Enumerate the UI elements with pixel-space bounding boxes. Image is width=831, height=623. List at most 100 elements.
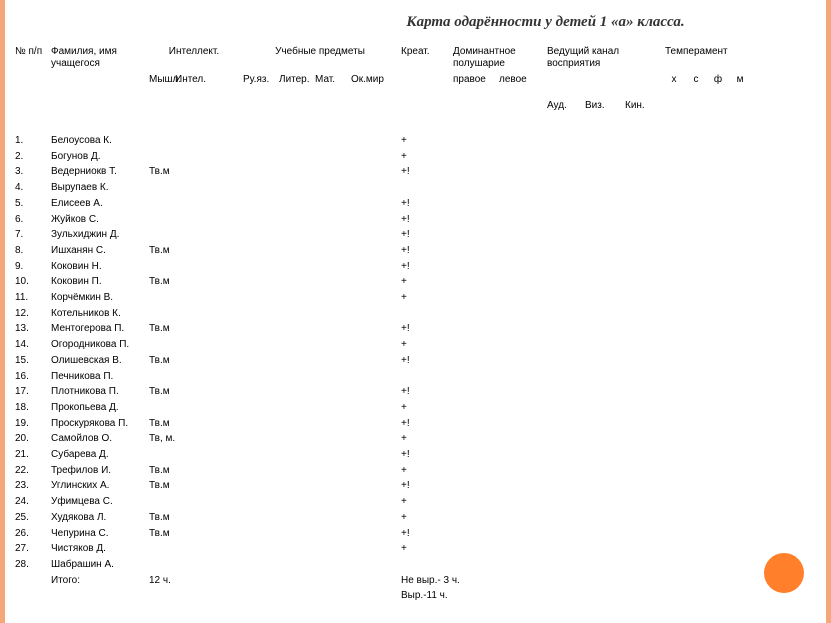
cell-subjects (241, 274, 399, 290)
cell-intel: Тв.м (147, 463, 241, 479)
cell-dominant (451, 416, 545, 432)
cell-creat: +! (399, 353, 451, 369)
cell-dominant (451, 259, 545, 275)
cell-dominant (451, 149, 545, 165)
cell-temperament (623, 259, 711, 275)
table-row: 3.Ведерниокв Т.Тв.м+! (13, 164, 818, 180)
cell-intel (147, 196, 241, 212)
cell-creat: +! (399, 243, 451, 259)
cell-temperament (623, 478, 711, 494)
cell-creat: +! (399, 416, 451, 432)
cell-channel (545, 416, 623, 432)
cell-creat (399, 369, 451, 385)
cell-intel: Тв.м (147, 510, 241, 526)
cell-subjects (241, 212, 399, 228)
cell-creat: +! (399, 164, 451, 180)
cell-intel: Тв.м (147, 478, 241, 494)
cell-no: 3. (13, 164, 49, 180)
accent-dot (764, 553, 804, 593)
cell-dominant (451, 243, 545, 259)
cell-dominant (451, 463, 545, 479)
cell-subjects (241, 290, 399, 306)
cell-channel (545, 164, 623, 180)
table-row: 26.Чепурина С.Тв.м+! (13, 526, 818, 542)
cell-temperament (623, 463, 711, 479)
cell-no: 21. (13, 447, 49, 463)
cell-channel (545, 447, 623, 463)
cell-dominant (451, 447, 545, 463)
cell-temperament (623, 447, 711, 463)
totals-row: Итого: 12 ч. Не выр.- 3 ч. (13, 573, 818, 589)
cell-temperament (623, 557, 711, 573)
cell-no: 19. (13, 416, 49, 432)
cell-dominant (451, 212, 545, 228)
col-creat: Креат. (399, 45, 451, 73)
cell-intel: Тв.м (147, 243, 241, 259)
cell-dominant (451, 369, 545, 385)
cell-subjects (241, 463, 399, 479)
col-name: Фамилия, имя учащегося (49, 45, 147, 73)
cell-intel: Тв.м (147, 164, 241, 180)
cell-no: 25. (13, 510, 49, 526)
cell-intel (147, 259, 241, 275)
col-dominant: Доминантное полушарие (451, 45, 545, 73)
table-row: 11.Корчёмкин В.+ (13, 290, 818, 306)
table-row: 8.Ишханян С.Тв.м+! (13, 243, 818, 259)
cell-subjects (241, 149, 399, 165)
cell-name: Корчёмкин В. (49, 290, 147, 306)
cell-name: Котельников К. (49, 306, 147, 322)
cell-temperament (623, 149, 711, 165)
data-table: № п/п Фамилия, имя учащегося Интеллект. … (13, 45, 818, 604)
cell-creat: + (399, 541, 451, 557)
cell-no: 5. (13, 196, 49, 212)
sub-kin: Кин. (623, 99, 663, 127)
sub-intel: Интел. (173, 73, 241, 89)
cell-intel (147, 180, 241, 196)
cell-creat: + (399, 337, 451, 353)
totals-creat-2: Выр.-11 ч. (399, 588, 451, 604)
cell-subjects (241, 353, 399, 369)
cell-temperament (623, 227, 711, 243)
cell-subjects (241, 526, 399, 542)
cell-intel: Тв.м (147, 321, 241, 337)
cell-dominant (451, 353, 545, 369)
cell-intel: Тв.м (147, 353, 241, 369)
cell-name: Самойлов О. (49, 431, 147, 447)
cell-no: 24. (13, 494, 49, 510)
cell-temperament (623, 180, 711, 196)
cell-creat: +! (399, 227, 451, 243)
cell-temperament (623, 431, 711, 447)
cell-intel (147, 369, 241, 385)
cell-name: Уфимцева С. (49, 494, 147, 510)
cell-intel: Тв.м (147, 526, 241, 542)
cell-no: 18. (13, 400, 49, 416)
cell-intel (147, 306, 241, 322)
cell-subjects (241, 321, 399, 337)
cell-name: Коковин П. (49, 274, 147, 290)
cell-intel: Тв.м (147, 274, 241, 290)
cell-subjects (241, 306, 399, 322)
cell-subjects (241, 180, 399, 196)
cell-name: Плотникова П. (49, 384, 147, 400)
cell-creat: +! (399, 321, 451, 337)
table-row: 12.Котельников К. (13, 306, 818, 322)
cell-creat: +! (399, 259, 451, 275)
cell-temperament (623, 353, 711, 369)
cell-intel (147, 227, 241, 243)
cell-creat (399, 557, 451, 573)
cell-creat: +! (399, 212, 451, 228)
cell-name: Елисеев А. (49, 196, 147, 212)
cell-name: Чистяков Д. (49, 541, 147, 557)
cell-channel (545, 541, 623, 557)
cell-dominant (451, 274, 545, 290)
cell-temperament (623, 274, 711, 290)
slide: Карта одарённости у детей 1 «а» класса. … (0, 0, 831, 623)
cell-name: Чепурина С. (49, 526, 147, 542)
cell-temperament (623, 212, 711, 228)
cell-creat: + (399, 400, 451, 416)
table-row: 20.Самойлов О.Тв, м.+ (13, 431, 818, 447)
cell-subjects (241, 541, 399, 557)
cell-no: 10. (13, 274, 49, 290)
table-row: 9.Коковин Н.+! (13, 259, 818, 275)
table-row: 17.Плотникова П.Тв.м+! (13, 384, 818, 400)
